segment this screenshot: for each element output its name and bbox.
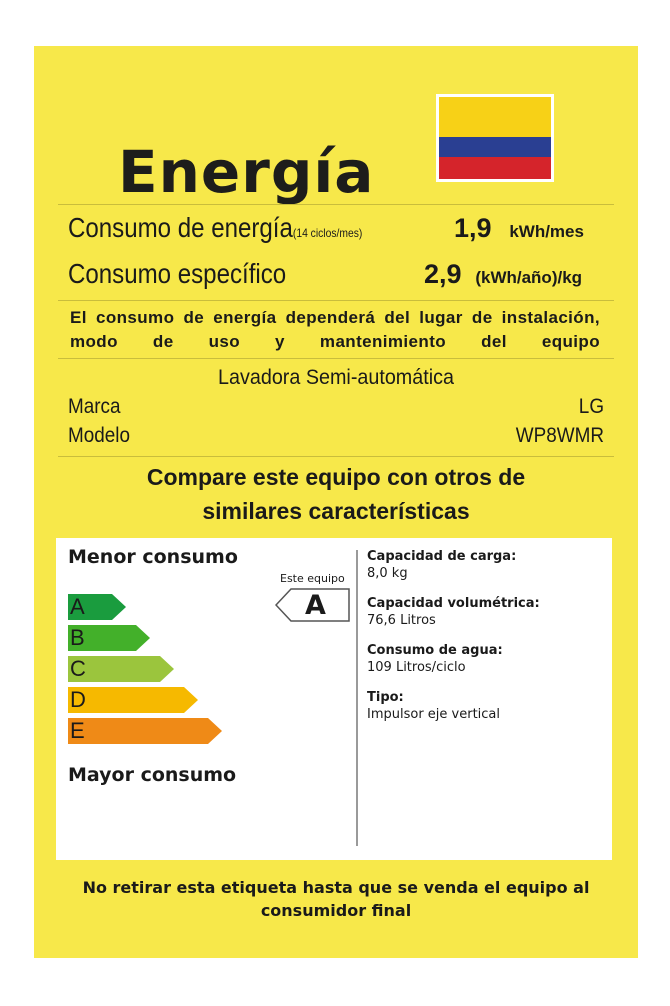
lower-consumption-label: Menor consumo (68, 546, 238, 568)
class-e-letter: E (70, 718, 85, 743)
class-e-arrow-icon (68, 718, 222, 744)
compare-line-2: similares características (202, 498, 470, 524)
energy-consumption-row: Consumo de energía(14 ciclos/mes) (68, 212, 362, 244)
model-value: WP8WMR (515, 424, 604, 447)
specific-consumption-value-group: 2,9 (kWh/año)/kg (424, 258, 582, 290)
energy-class-c-bar: C (68, 656, 174, 682)
divider (58, 204, 614, 205)
specific-consumption-unit: (kWh/año)/kg (475, 268, 583, 287)
footer-line-1: No retirar esta etiqueta hasta que se ve… (82, 878, 590, 897)
spec-value-volumetric-capacity: 76,6 Litros (367, 613, 436, 628)
divider (58, 300, 614, 301)
energy-title: Energía (118, 138, 375, 206)
efficiency-panel: Menor consumo A B C D (56, 538, 612, 860)
footer-notice: No retirar esta etiqueta hasta que se ve… (34, 876, 638, 922)
rating-letter: A (305, 590, 326, 621)
specific-consumption-value: 2,9 (424, 259, 462, 289)
class-c-arrow-icon (68, 656, 174, 682)
footer-line-2: consumidor final (260, 901, 412, 920)
product-type: Lavadora Semi-automática (218, 366, 454, 389)
spec-key-type: Tipo: (367, 690, 404, 705)
energy-consumption-unit: kWh/mes (509, 222, 584, 241)
class-d-letter: D (70, 687, 86, 712)
specific-consumption-label: Consumo específico (68, 258, 287, 289)
class-c-letter: C (70, 656, 86, 681)
energy-consumption-value-group: 1,9 kWh/mes (454, 212, 584, 244)
higher-consumption-label: Mayor consumo (68, 764, 237, 786)
energy-class-d-bar: D (68, 687, 198, 713)
spec-item: Tipo: Impulsor eje vertical (367, 689, 540, 723)
this-equipment-label: Este equipo (280, 572, 345, 585)
brand-label: Marca (68, 395, 121, 418)
spec-value-type: Impulsor eje vertical (367, 707, 501, 722)
model-label: Modelo (68, 424, 131, 447)
class-a-arrow-icon (68, 594, 126, 620)
colombia-flag-icon (436, 94, 554, 182)
spec-value-water-consumption: 109 Litros/ciclo (367, 660, 466, 675)
divider (58, 456, 614, 457)
panel-divider (356, 550, 358, 846)
spec-value-load-capacity: 8,0 kg (367, 566, 408, 581)
spec-key-load-capacity: Capacidad de carga: (367, 549, 517, 564)
energy-class-b-bar: B (68, 625, 150, 651)
brand-value: LG (578, 395, 604, 418)
spec-item: Capacidad volumétrica: 76,6 Litros (367, 595, 540, 629)
disclaimer-text: El consumo de energía dependerá del luga… (70, 308, 600, 351)
compare-line-1: Compare este equipo con otros de (146, 464, 526, 490)
rating-indicator: A (275, 588, 351, 622)
class-a-letter: A (70, 594, 85, 619)
spec-item: Capacidad de carga: 8,0 kg (367, 548, 540, 582)
energy-consumption-label: Consumo de energía (68, 212, 293, 243)
specifications-list: Capacidad de carga: 8,0 kg Capacidad vol… (367, 548, 540, 736)
rating-arrow-icon (275, 588, 350, 622)
spec-key-volumetric-capacity: Capacidad volumétrica: (367, 596, 540, 611)
energy-label: Energía Consumo de energía(14 ciclos/mes… (34, 46, 638, 958)
class-d-arrow-icon (68, 687, 198, 713)
spec-item: Consumo de agua: 109 Litros/ciclo (367, 642, 540, 676)
cycles-note: (14 ciclos/mes) (292, 226, 363, 240)
class-b-letter: B (70, 625, 85, 650)
energy-consumption-value: 1,9 (454, 213, 492, 243)
energy-class-e-bar: E (68, 718, 222, 744)
class-b-arrow-icon (68, 625, 150, 651)
divider (58, 358, 614, 359)
spec-key-water-consumption: Consumo de agua: (367, 643, 503, 658)
energy-class-a-bar: A (68, 594, 126, 620)
